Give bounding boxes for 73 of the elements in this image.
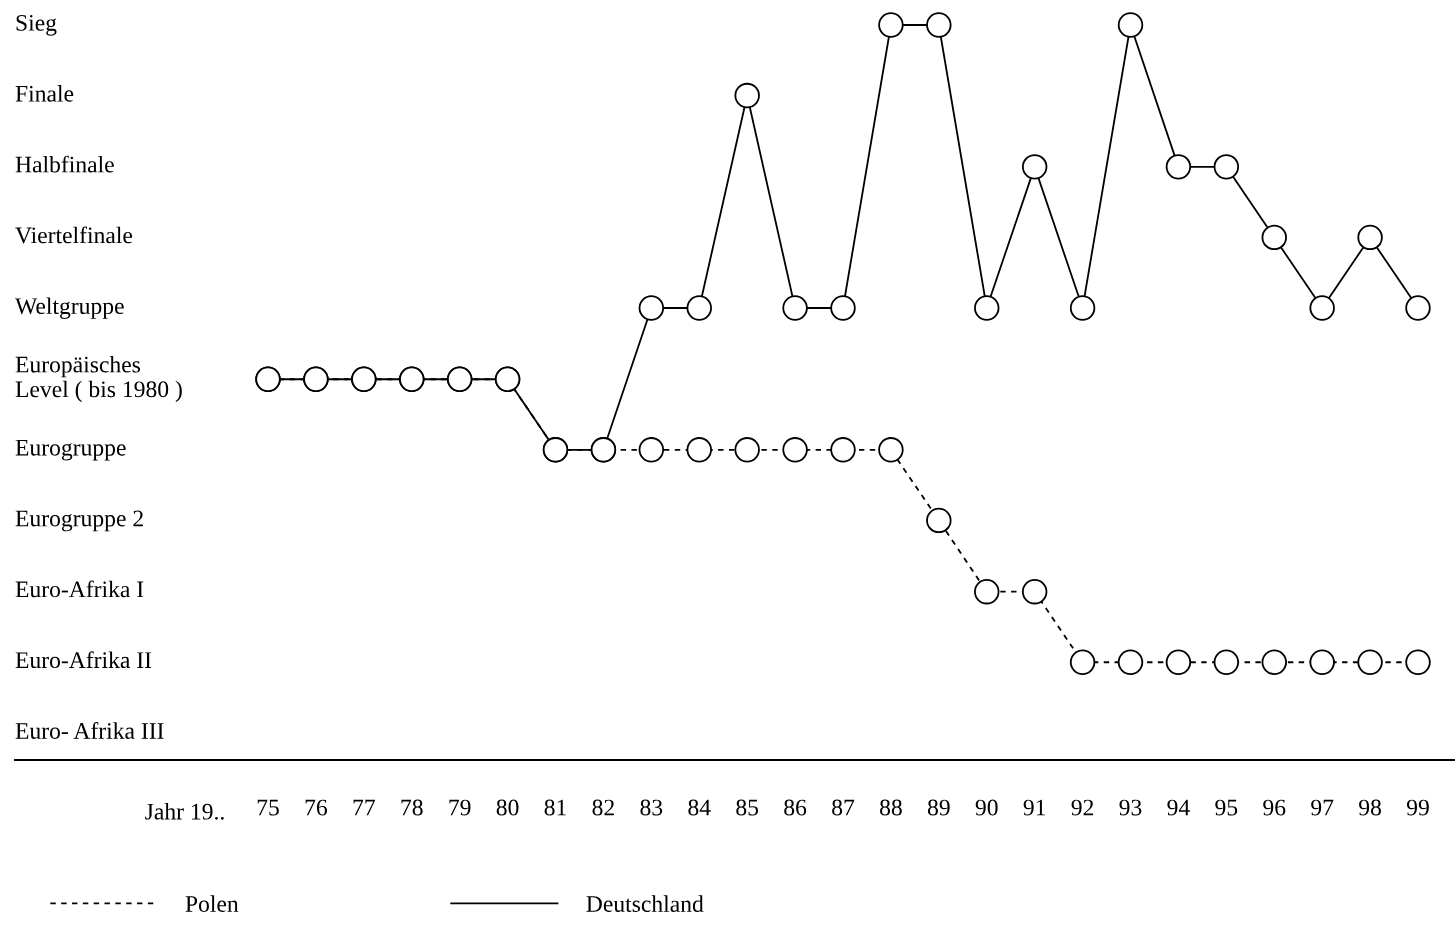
text: Eurogruppe: [15, 439, 126, 461]
x-tick-label: 86: [784, 799, 807, 816]
point: [830, 295, 856, 321]
x-tick-label: 81: [544, 799, 566, 816]
legend-label: Deutschland: [586, 895, 704, 912]
text: Euro- Afrika III: [15, 722, 164, 739]
point: [926, 507, 952, 534]
text: Weltgruppe: [15, 297, 124, 319]
point: [1261, 649, 1287, 675]
x-tick-label: 78: [401, 799, 423, 816]
text: Viertelfinale: [15, 226, 133, 244]
point: [782, 437, 808, 463]
point: [1213, 154, 1240, 180]
x-tick-label: 77: [353, 799, 375, 816]
text: Sieg: [16, 14, 57, 36]
point: [1261, 224, 1287, 251]
point: [686, 295, 712, 321]
x-tick-label: 76: [305, 799, 328, 816]
x-tick-label: 96: [1263, 799, 1286, 816]
point: [782, 295, 808, 321]
point: [1021, 154, 1048, 180]
point: [638, 437, 665, 463]
point: [1021, 578, 1048, 605]
x-tick-label: 79: [449, 799, 471, 816]
legend-label: Polen: [185, 895, 239, 912]
point: [1309, 649, 1335, 675]
x-tick-label: 75: [257, 799, 279, 816]
point: [1213, 649, 1240, 675]
text: Eurogruppe 2: [15, 510, 143, 532]
point: [1357, 649, 1383, 675]
point: [878, 12, 904, 38]
x-axis-title: Jahr 19..: [145, 803, 224, 820]
x-tick-label: 80: [496, 799, 519, 816]
x-tick-label: 90: [975, 799, 998, 816]
x-tick-label: 94: [1167, 799, 1190, 816]
point: [1117, 649, 1144, 675]
text: Euro-Afrika I: [15, 580, 144, 598]
text: Europäisches Level ( bis 1980 ): [15, 355, 182, 403]
point: [638, 295, 665, 321]
x-tick-label: 92: [1071, 799, 1094, 816]
point: [734, 437, 760, 463]
point: [974, 295, 1000, 321]
x-tick-label: 82: [592, 799, 614, 816]
point: [1165, 154, 1192, 180]
x-tick-label: 95: [1215, 799, 1238, 816]
text: Euro-Afrika II: [15, 651, 152, 669]
point: [1309, 295, 1335, 321]
x-tick-label: 84: [688, 799, 711, 816]
point: [878, 437, 904, 463]
x-tick-label: 93: [1119, 799, 1142, 816]
text: Halbfinale: [15, 155, 114, 173]
point: [1117, 12, 1144, 38]
point: [686, 437, 712, 463]
point: [1405, 295, 1431, 321]
x-tick-label: 98: [1359, 799, 1381, 816]
x-tick-label: 85: [736, 799, 759, 816]
point: [1357, 224, 1383, 251]
x-tick-label: 88: [880, 799, 902, 816]
text: Finale: [15, 85, 74, 102]
point: [1405, 649, 1431, 675]
x-tick-label: 83: [640, 799, 663, 816]
x-tick-label: 99: [1406, 799, 1429, 816]
point: [974, 578, 1000, 605]
x-tick-label: 87: [832, 799, 855, 816]
point: [830, 437, 856, 463]
point: [926, 12, 952, 38]
point: [1069, 649, 1096, 675]
x-tick-label: 91: [1023, 799, 1046, 816]
x-tick-label: 97: [1311, 799, 1334, 816]
point: [1069, 295, 1096, 321]
point: [1165, 649, 1192, 675]
point: [734, 82, 760, 109]
x-tick-label: 89: [927, 799, 950, 816]
